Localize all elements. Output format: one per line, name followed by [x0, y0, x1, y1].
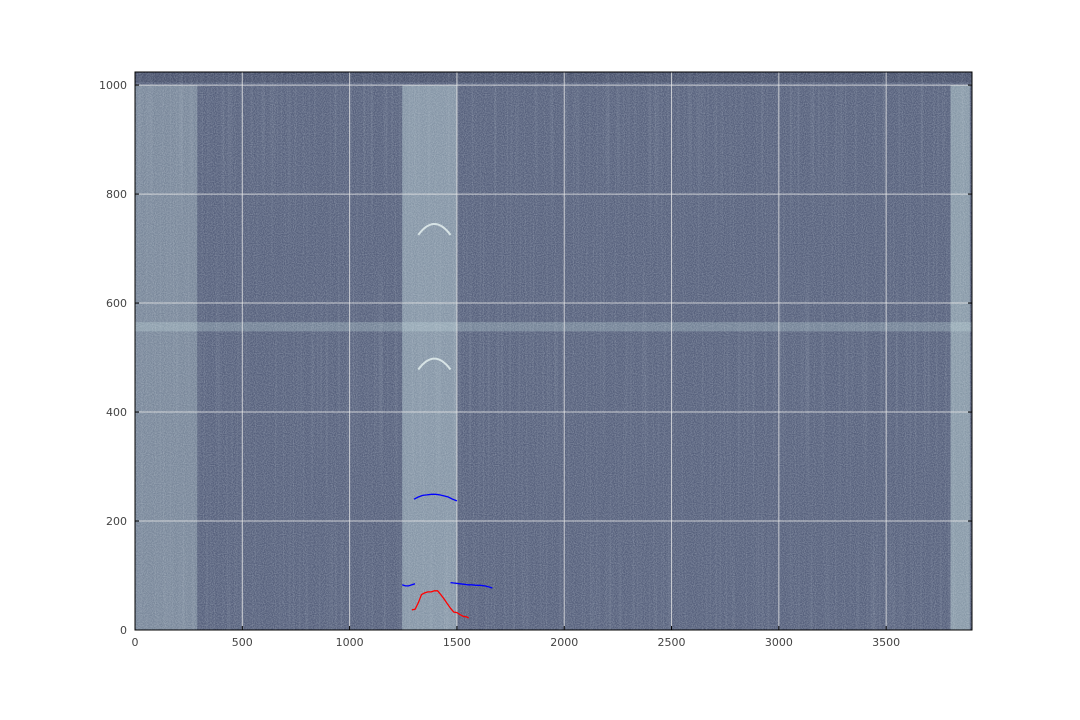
x-tick-label: 2500 [658, 636, 686, 649]
blue-series-line [450, 581, 493, 589]
plot-frame [134, 71, 973, 631]
x-tick-label: 1000 [336, 636, 364, 649]
x-tick-label: 2000 [550, 636, 578, 649]
y-tick-label: 200 [106, 515, 127, 528]
x-tick-label: 3000 [765, 636, 793, 649]
red-series-line [411, 590, 470, 619]
x-tick-label: 500 [232, 636, 253, 649]
x-tick-label: 0 [132, 636, 139, 649]
blue-series-line [413, 493, 458, 502]
series-lines [401, 493, 493, 619]
heatmap-noise [135, 72, 972, 630]
arc-traces [417, 223, 452, 371]
y-axis: 0 200 400 600 800 1000 [99, 79, 972, 637]
arc-trace [417, 223, 452, 236]
plot-area [134, 71, 973, 631]
y-tick-label: 400 [106, 406, 127, 419]
y-tick-label: 1000 [99, 79, 127, 92]
x-tick-label: 1500 [443, 636, 471, 649]
blue-series-line [401, 583, 416, 587]
y-tick-label: 600 [106, 297, 127, 310]
y-tick-label: 800 [106, 188, 127, 201]
x-tick-label: 3500 [872, 636, 900, 649]
y-tick-label: 0 [120, 624, 127, 637]
arc-trace [417, 357, 452, 371]
grid-lines [135, 72, 972, 630]
x-axis: 0 500 1000 1500 2000 2500 3000 3500 [132, 626, 900, 649]
